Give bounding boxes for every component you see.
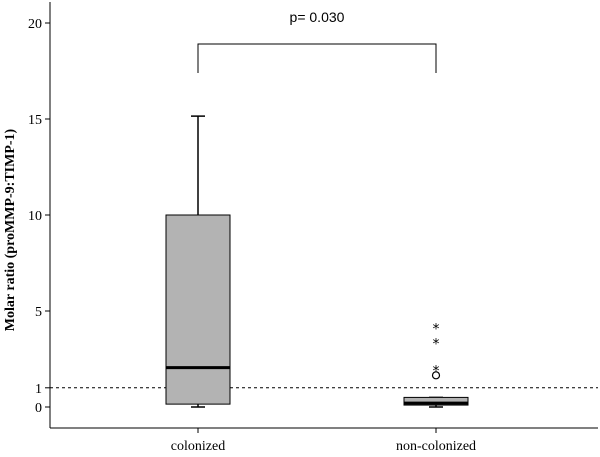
x-axis: colonized non-colonized xyxy=(50,427,598,454)
y-tick-label: 10 xyxy=(28,209,42,224)
p-value-label: p= 0.030 xyxy=(290,9,345,25)
box-iqr xyxy=(403,396,469,406)
boxes: *** xyxy=(165,115,469,408)
significance-annotation: p= 0.030 xyxy=(197,9,437,73)
extreme-point: * xyxy=(433,337,440,353)
y-tick-label: 1 xyxy=(35,382,42,397)
box-iqr xyxy=(165,214,231,405)
extreme-point: * xyxy=(433,364,440,380)
box-non-colonized: *** xyxy=(403,321,469,408)
x-tick-label-colonized: colonized xyxy=(171,439,225,454)
box-colonized xyxy=(165,115,231,408)
y-tick-label: 20 xyxy=(28,17,42,32)
x-tick-label-non-colonized: non-colonized xyxy=(396,439,476,454)
significance-bracket xyxy=(197,43,437,73)
y-tick-label: 15 xyxy=(28,113,42,128)
outlier-point xyxy=(431,371,441,380)
y-tick-label: 0 xyxy=(35,401,42,416)
y-tick-label: 5 xyxy=(35,305,42,320)
extreme-point: * xyxy=(433,321,440,337)
y-axis-title: Molar ratio (proMMP-9:TIMP-1) xyxy=(3,128,18,331)
